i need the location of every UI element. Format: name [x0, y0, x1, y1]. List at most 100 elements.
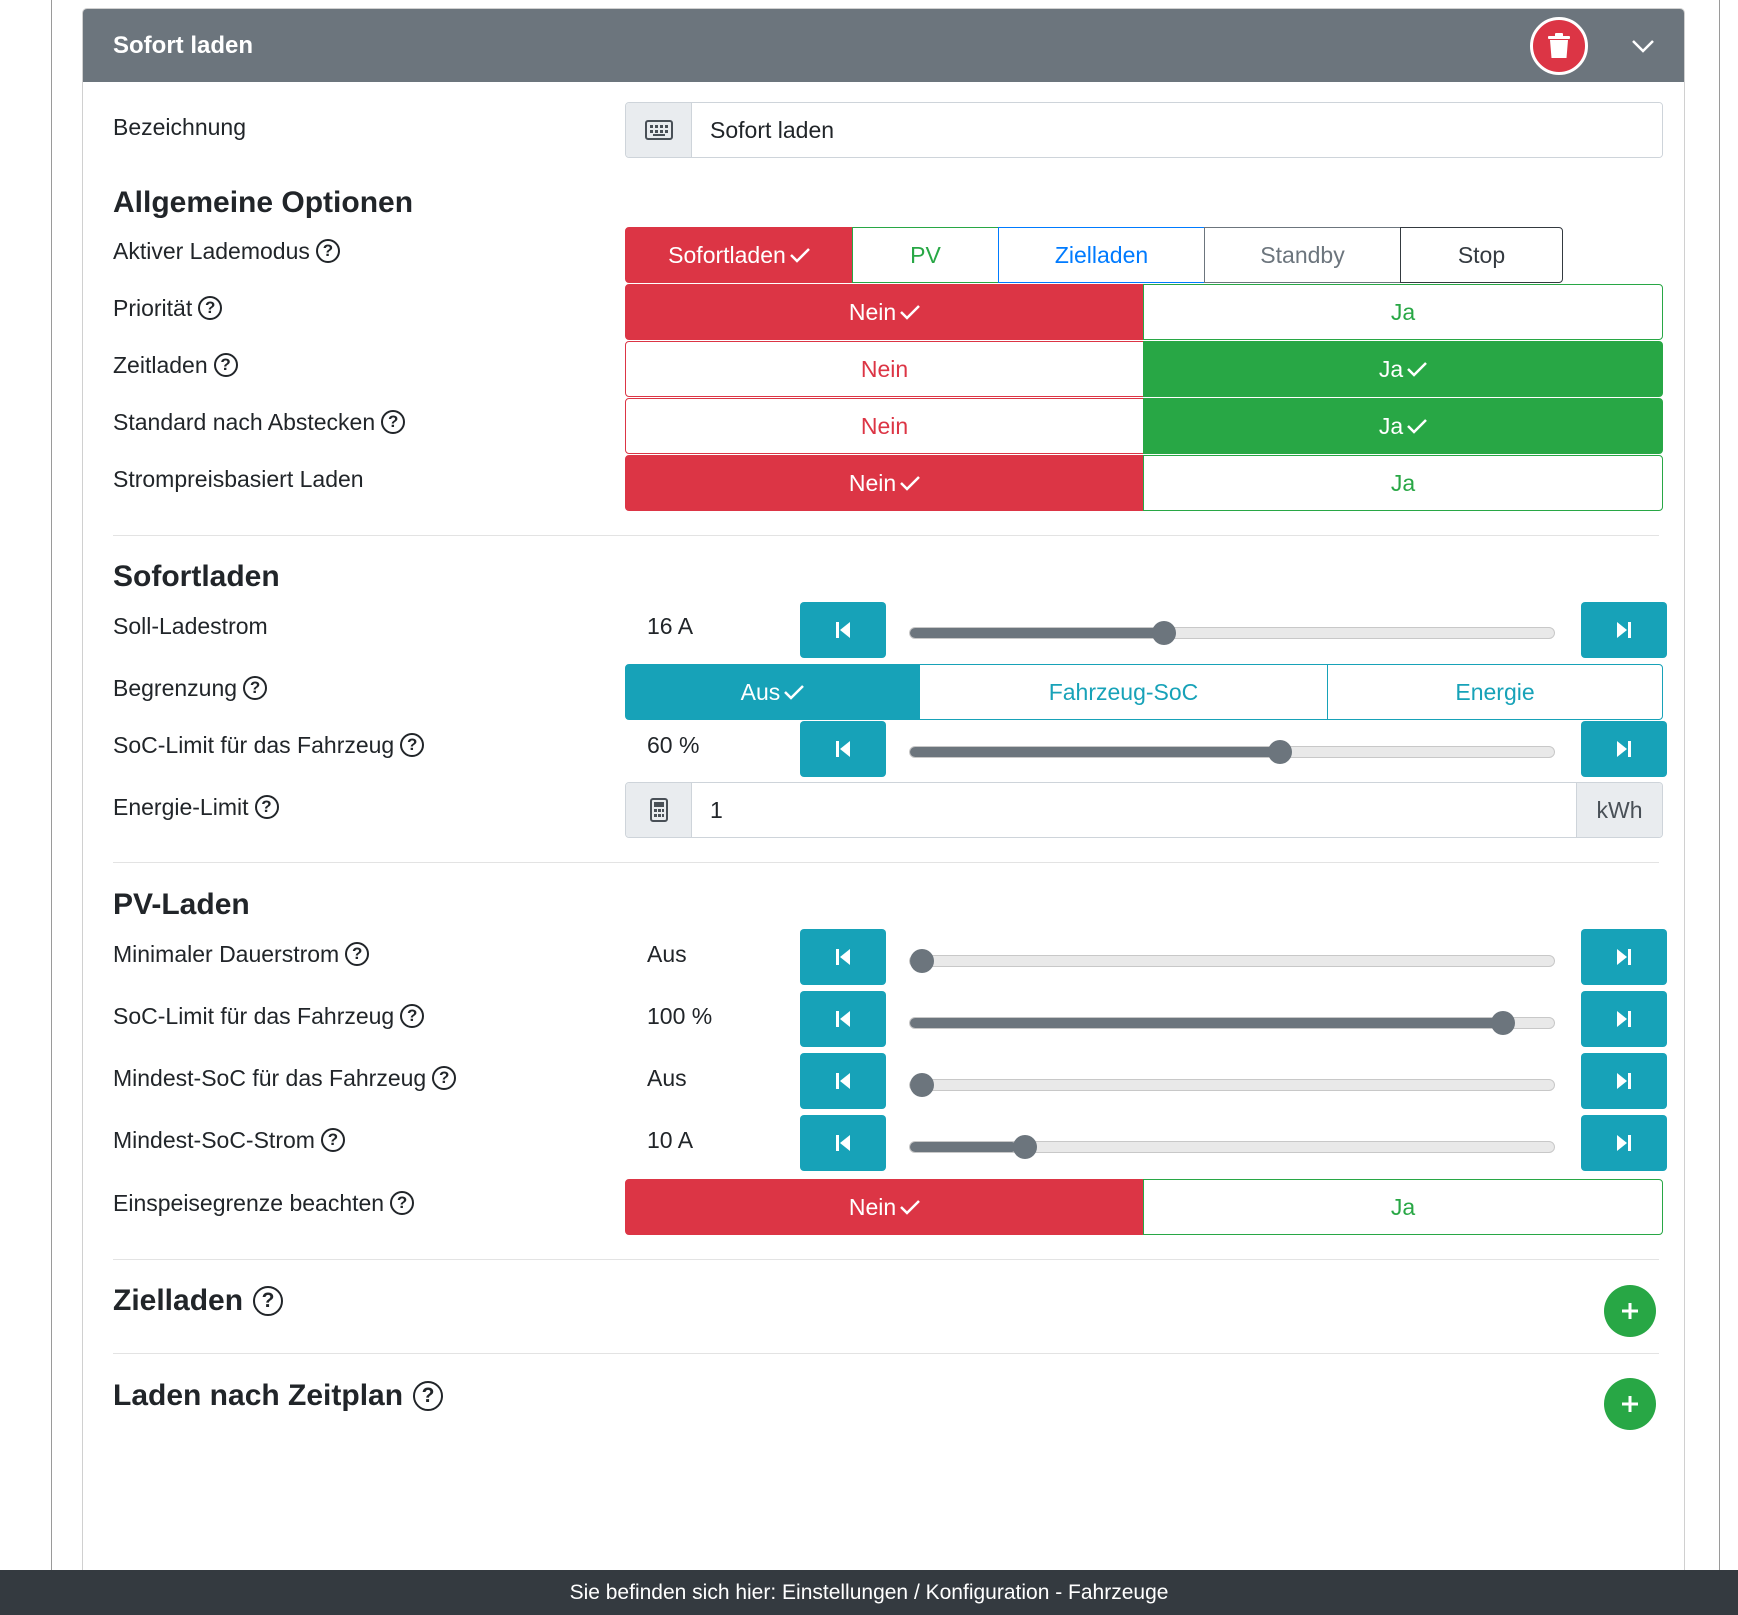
- step-forward-icon: [1617, 1011, 1631, 1027]
- help-icon[interactable]: ?: [413, 1381, 444, 1411]
- slider-thumb[interactable]: [910, 949, 934, 973]
- mindest-soc-decrease-button[interactable]: [800, 1053, 886, 1109]
- step-backward-icon: [836, 949, 850, 965]
- check-icon: [1407, 356, 1428, 383]
- einspeise-nein-button[interactable]: Nein: [625, 1179, 1144, 1235]
- soc-limit-decrease-button[interactable]: [800, 721, 886, 777]
- soc-limit-label: SoC-Limit für das Fahrzeug?: [113, 731, 425, 759]
- option-label: Ja: [1378, 412, 1404, 439]
- mindest-soc-strom-slider[interactable]: [909, 1135, 1555, 1159]
- pv-soc-limit-value: 100 %: [647, 1003, 713, 1029]
- help-icon[interactable]: ?: [254, 795, 279, 819]
- zeitladen-nein-button[interactable]: Nein: [625, 341, 1144, 397]
- help-icon[interactable]: ?: [253, 1286, 284, 1316]
- add-zielladen-button[interactable]: [1604, 1285, 1656, 1337]
- option-label: Aus: [740, 678, 781, 705]
- step-forward-icon: [1617, 1135, 1631, 1151]
- lademodus-standby-button[interactable]: Standby: [1204, 227, 1401, 283]
- min-dauerstrom-slider[interactable]: [909, 949, 1555, 973]
- zeitplan-heading-text: Laden nach Zeitplan: [113, 1379, 404, 1412]
- help-icon[interactable]: ?: [315, 239, 340, 263]
- pv-soc-limit-increase-button[interactable]: [1581, 991, 1667, 1047]
- help-icon[interactable]: ?: [320, 1128, 345, 1152]
- mindest-soc-value: Aus: [647, 1065, 687, 1091]
- pv-soc-limit-slider[interactable]: [909, 1011, 1555, 1035]
- begrenzung-button-group: Aus Fahrzeug-SoC Energie: [625, 664, 1663, 720]
- lademodus-sofortladen-button[interactable]: Sofortladen: [625, 227, 853, 283]
- standard-ja-button[interactable]: Ja: [1143, 398, 1663, 454]
- slider-thumb[interactable]: [1012, 1135, 1037, 1159]
- step-forward-icon: [1617, 622, 1631, 638]
- option-label: Sofortladen: [668, 241, 786, 268]
- begrenzung-aus-button[interactable]: Aus: [625, 664, 920, 720]
- mindest-soc-slider[interactable]: [909, 1073, 1555, 1097]
- check-icon: [900, 1194, 921, 1221]
- help-icon[interactable]: ?: [381, 410, 406, 434]
- divider: [113, 862, 1659, 863]
- help-icon[interactable]: ?: [390, 1191, 415, 1215]
- min-dauerstrom-decrease-button[interactable]: [800, 929, 886, 985]
- card-header[interactable]: Sofort laden: [83, 9, 1684, 82]
- lademodus-zielladen-button[interactable]: Zielladen: [998, 227, 1205, 283]
- check-icon: [784, 679, 805, 706]
- prioritaet-ja-button[interactable]: Ja: [1143, 284, 1663, 340]
- soll-ladestrom-increase-button[interactable]: [1581, 602, 1667, 658]
- help-icon[interactable]: ?: [345, 942, 370, 966]
- prioritaet-nein-button[interactable]: Nein: [625, 284, 1144, 340]
- soll-ladestrom-label: Soll-Ladestrom: [113, 613, 268, 639]
- step-forward-icon: [1617, 949, 1631, 965]
- min-dauerstrom-label: Minimaler Dauerstrom?: [113, 940, 370, 968]
- bezeichnung-input[interactable]: [692, 103, 1662, 157]
- energie-limit-unit: kWh: [1576, 783, 1662, 837]
- energie-limit-input[interactable]: [692, 783, 1576, 837]
- mindest-soc-label-text: Mindest-SoC für das Fahrzeug: [113, 1065, 427, 1091]
- help-icon[interactable]: ?: [432, 1066, 457, 1090]
- help-icon[interactable]: ?: [243, 676, 268, 700]
- soc-limit-value: 60 %: [647, 732, 700, 758]
- einspeise-ja-button[interactable]: Ja: [1143, 1179, 1663, 1235]
- collapse-button[interactable]: [1628, 31, 1658, 61]
- mindest-soc-strom-decrease-button[interactable]: [800, 1115, 886, 1171]
- zielladen-heading-text: Zielladen: [113, 1284, 244, 1317]
- step-forward-icon: [1617, 1073, 1631, 1089]
- einspeise-label-text: Einspeisegrenze beachten: [113, 1190, 385, 1216]
- standard-nein-button[interactable]: Nein: [625, 398, 1144, 454]
- soll-ladestrom-slider[interactable]: [909, 621, 1555, 645]
- lademodus-stop-button[interactable]: Stop: [1400, 227, 1563, 283]
- add-zeitplan-button[interactable]: [1604, 1378, 1656, 1430]
- begrenzung-fahrzeug-soc-button[interactable]: Fahrzeug-SoC: [919, 664, 1328, 720]
- help-icon[interactable]: ?: [213, 353, 238, 377]
- soll-ladestrom-decrease-button[interactable]: [800, 602, 886, 658]
- begrenzung-label: Begrenzung?: [113, 674, 268, 702]
- energie-limit-input-group: kWh: [625, 782, 1663, 838]
- lademodus-pv-button[interactable]: PV: [852, 227, 999, 283]
- zeitladen-label: Zeitladen?: [113, 351, 238, 379]
- help-icon[interactable]: ?: [400, 733, 425, 757]
- begrenzung-energie-button[interactable]: Energie: [1327, 664, 1663, 720]
- slider-thumb[interactable]: [910, 1073, 934, 1097]
- standard-button-group: Nein Ja: [625, 398, 1663, 454]
- help-icon[interactable]: ?: [400, 1004, 425, 1028]
- check-icon: [1407, 413, 1428, 440]
- step-backward-icon: [836, 1011, 850, 1027]
- delete-button[interactable]: [1530, 17, 1588, 75]
- soc-limit-increase-button[interactable]: [1581, 721, 1667, 777]
- slider-thumb[interactable]: [1490, 1011, 1515, 1035]
- einspeise-button-group: Nein Ja: [625, 1179, 1663, 1235]
- help-icon[interactable]: ?: [198, 296, 223, 320]
- pv-soc-limit-label: SoC-Limit für das Fahrzeug?: [113, 1002, 425, 1030]
- soc-limit-slider[interactable]: [909, 740, 1555, 764]
- mindest-soc-increase-button[interactable]: [1581, 1053, 1667, 1109]
- section-heading-sofortladen: Sofortladen: [113, 560, 280, 593]
- zeitladen-ja-button[interactable]: Ja: [1143, 341, 1663, 397]
- lademodus-label: Aktiver Lademodus?: [113, 237, 340, 265]
- min-dauerstrom-increase-button[interactable]: [1581, 929, 1667, 985]
- soc-limit-label-text: SoC-Limit für das Fahrzeug: [113, 732, 395, 758]
- strompreis-ja-button[interactable]: Ja: [1143, 455, 1663, 511]
- slider-thumb[interactable]: [1151, 621, 1176, 645]
- pv-soc-limit-decrease-button[interactable]: [800, 991, 886, 1047]
- strompreis-nein-button[interactable]: Nein: [625, 455, 1144, 511]
- slider-thumb[interactable]: [1267, 740, 1292, 764]
- mindest-soc-strom-increase-button[interactable]: [1581, 1115, 1667, 1171]
